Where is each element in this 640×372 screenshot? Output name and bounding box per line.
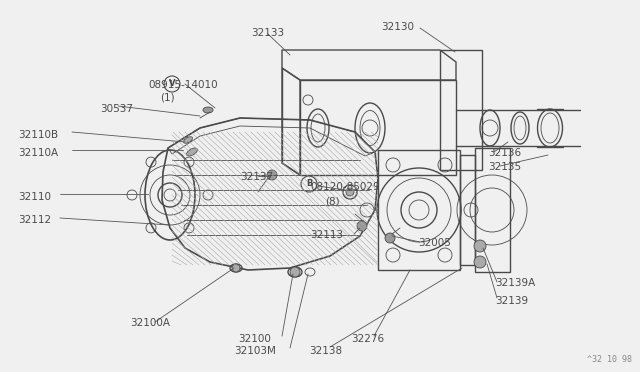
Circle shape bbox=[357, 221, 367, 231]
Text: 32103M: 32103M bbox=[234, 346, 276, 356]
Text: ^32 10 98: ^32 10 98 bbox=[587, 355, 632, 364]
Circle shape bbox=[267, 170, 277, 180]
Text: 32100A: 32100A bbox=[130, 318, 170, 328]
Circle shape bbox=[232, 264, 240, 272]
Text: 08915-14010: 08915-14010 bbox=[148, 80, 218, 90]
Text: 32139A: 32139A bbox=[495, 278, 535, 288]
Text: 08120-85029: 08120-85029 bbox=[310, 182, 380, 192]
Circle shape bbox=[290, 267, 300, 277]
Text: 32276: 32276 bbox=[351, 334, 385, 344]
Text: 30537: 30537 bbox=[100, 104, 133, 114]
Text: (8): (8) bbox=[325, 196, 340, 206]
Text: 32133: 32133 bbox=[252, 28, 285, 38]
Text: 32110B: 32110B bbox=[18, 130, 58, 140]
Text: V: V bbox=[169, 80, 175, 89]
Text: 32138: 32138 bbox=[309, 346, 342, 356]
Circle shape bbox=[474, 256, 486, 268]
Text: 32137: 32137 bbox=[240, 172, 273, 182]
Text: (1): (1) bbox=[160, 92, 175, 102]
Text: 32005: 32005 bbox=[418, 238, 451, 248]
Ellipse shape bbox=[184, 137, 193, 143]
Text: 32139: 32139 bbox=[495, 296, 528, 306]
Text: 32110A: 32110A bbox=[18, 148, 58, 158]
Circle shape bbox=[474, 240, 486, 252]
Text: 32110: 32110 bbox=[18, 192, 51, 202]
Text: B: B bbox=[306, 180, 312, 189]
Text: 32112: 32112 bbox=[18, 215, 51, 225]
Text: 32135: 32135 bbox=[488, 162, 521, 172]
Text: 32130: 32130 bbox=[381, 22, 415, 32]
Circle shape bbox=[385, 233, 395, 243]
Text: 32100: 32100 bbox=[239, 334, 271, 344]
Ellipse shape bbox=[187, 148, 197, 156]
Circle shape bbox=[346, 188, 354, 196]
Ellipse shape bbox=[203, 107, 213, 113]
Text: 32113: 32113 bbox=[310, 230, 343, 240]
Text: 32136: 32136 bbox=[488, 148, 521, 158]
